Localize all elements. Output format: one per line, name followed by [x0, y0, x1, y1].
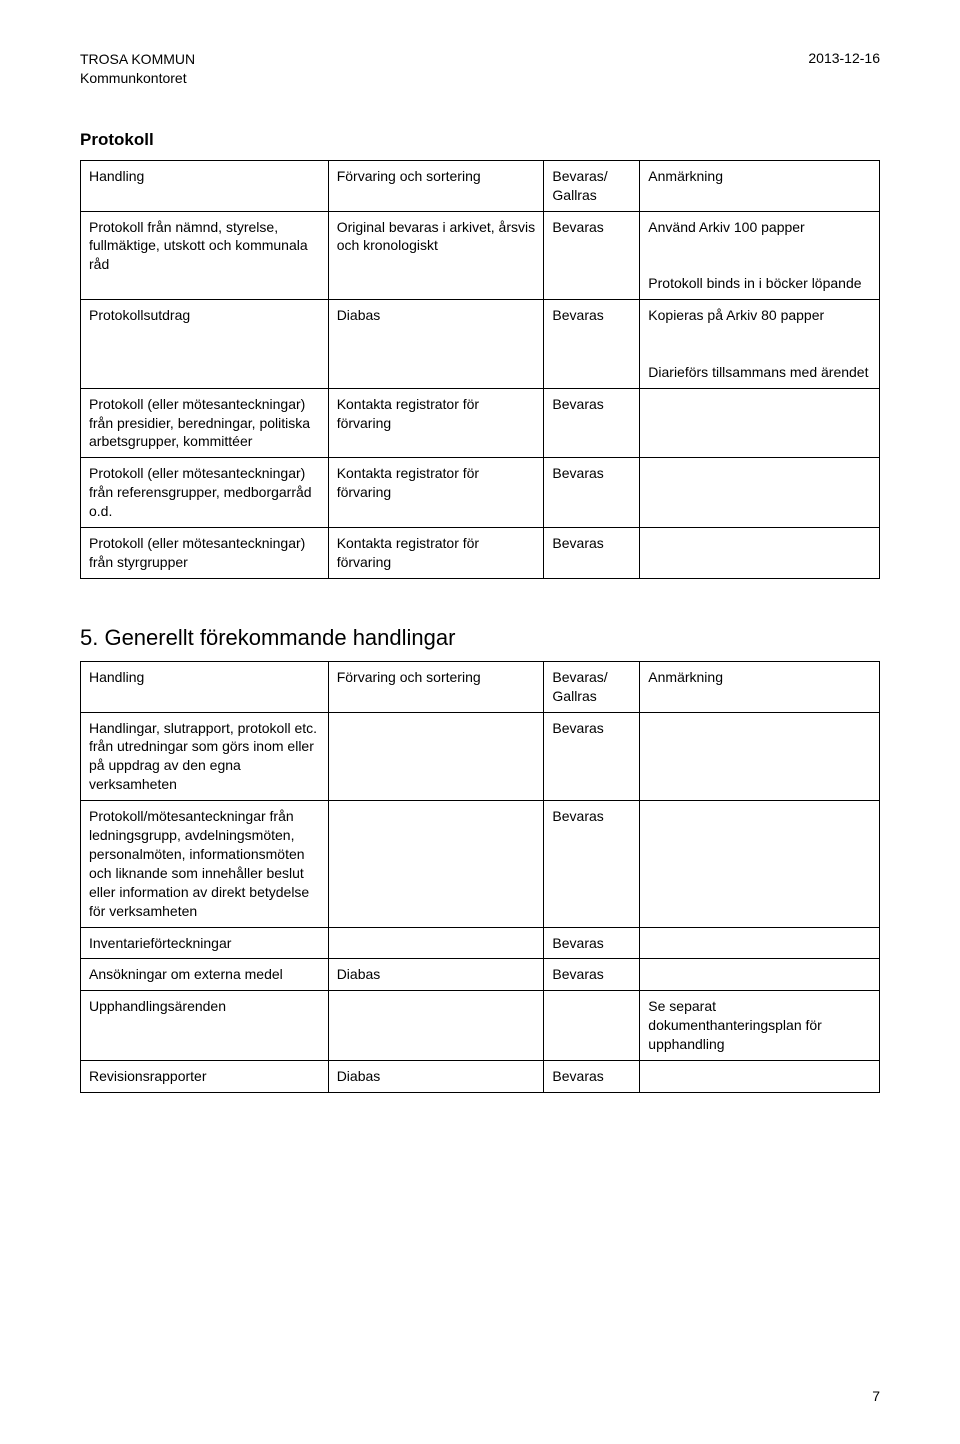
- cell: Kontakta registrator för förvaring: [328, 388, 544, 458]
- table-row: Protokoll (eller mötesanteckningar) från…: [81, 388, 880, 458]
- cell: Bevaras: [544, 211, 640, 300]
- cell: Protokoll/mötesanteckningar från ledning…: [81, 801, 329, 927]
- cell: [640, 712, 880, 801]
- org-dept: Kommunkontoret: [80, 69, 195, 88]
- cell: Bevaras: [544, 528, 640, 579]
- col-header: Anmärkning: [640, 160, 880, 211]
- table-row: Protokoll (eller mötesanteckningar) från…: [81, 458, 880, 528]
- cell: [640, 1060, 880, 1092]
- cell: [328, 712, 544, 801]
- section1-title: Protokoll: [80, 130, 880, 150]
- table-row: Handlingar, slutrapport, protokoll etc. …: [81, 712, 880, 801]
- cell: Diabas: [328, 959, 544, 991]
- cell: [328, 991, 544, 1061]
- cell: Protokoll (eller mötesanteckningar) från…: [81, 388, 329, 458]
- page-header: TROSA KOMMUN Kommunkontoret 2013-12-16: [80, 50, 880, 88]
- cell: Använd Arkiv 100 papperProtokoll binds i…: [640, 211, 880, 300]
- col-header: Bevaras/Gallras: [544, 160, 640, 211]
- cell: [640, 959, 880, 991]
- cell: Bevaras: [544, 927, 640, 959]
- cell: Protokoll från nämnd, styrelse, fullmäkt…: [81, 211, 329, 300]
- cell: Protokoll (eller mötesanteckningar) från…: [81, 458, 329, 528]
- col-header: Handling: [81, 160, 329, 211]
- cell: [544, 991, 640, 1061]
- table-generellt: Handling Förvaring och sortering Bevaras…: [80, 661, 880, 1093]
- cell: [640, 388, 880, 458]
- table-protokoll: Handling Förvaring och sortering Bevaras…: [80, 160, 880, 579]
- cell: Bevaras: [544, 712, 640, 801]
- cell: Kontakta registrator för förvaring: [328, 458, 544, 528]
- table-row: Protokoll (eller mötesanteckningar) från…: [81, 528, 880, 579]
- cell: Kopieras på Arkiv 80 papperDiarieförs ti…: [640, 300, 880, 389]
- col-header: Förvaring och sortering: [328, 160, 544, 211]
- table-row: Protokoll från nämnd, styrelse, fullmäkt…: [81, 211, 880, 300]
- page: TROSA KOMMUN Kommunkontoret 2013-12-16 P…: [0, 0, 960, 1444]
- cell: Ansökningar om externa medel: [81, 959, 329, 991]
- table-header-row: Handling Förvaring och sortering Bevaras…: [81, 661, 880, 712]
- col-header: Anmärkning: [640, 661, 880, 712]
- cell: Handlingar, slutrapport, protokoll etc. …: [81, 712, 329, 801]
- cell: Bevaras: [544, 959, 640, 991]
- cell: Diabas: [328, 300, 544, 389]
- col-header: Förvaring och sortering: [328, 661, 544, 712]
- cell: Bevaras: [544, 1060, 640, 1092]
- cell: Original bevaras i arkivet, årsvis och k…: [328, 211, 544, 300]
- table-row: Upphandlingsärenden Se separat dokumenth…: [81, 991, 880, 1061]
- cell: Bevaras: [544, 801, 640, 927]
- section2-heading: 5. Generellt förekommande handlingar: [80, 625, 880, 651]
- cell: Se separat dokumenthanteringsplan för up…: [640, 991, 880, 1061]
- cell: Kontakta registrator för förvaring: [328, 528, 544, 579]
- cell: Bevaras: [544, 458, 640, 528]
- cell: Revisionsrapporter: [81, 1060, 329, 1092]
- table-row: Protokollsutdrag Diabas Bevaras Kopieras…: [81, 300, 880, 389]
- header-date: 2013-12-16: [808, 50, 880, 88]
- cell: Protokoll (eller mötesanteckningar) från…: [81, 528, 329, 579]
- cell: [640, 801, 880, 927]
- cell: [328, 801, 544, 927]
- cell: Protokollsutdrag: [81, 300, 329, 389]
- org-name: TROSA KOMMUN: [80, 50, 195, 69]
- table-row: Protokoll/mötesanteckningar från ledning…: [81, 801, 880, 927]
- table-header-row: Handling Förvaring och sortering Bevaras…: [81, 160, 880, 211]
- cell: [328, 927, 544, 959]
- table-row: Ansökningar om externa medel Diabas Beva…: [81, 959, 880, 991]
- cell: Bevaras: [544, 388, 640, 458]
- col-header: Bevaras/Gallras: [544, 661, 640, 712]
- table-row: Revisionsrapporter Diabas Bevaras: [81, 1060, 880, 1092]
- header-org: TROSA KOMMUN Kommunkontoret: [80, 50, 195, 88]
- page-number: 7: [872, 1388, 880, 1404]
- table-row: Inventarieförteckningar Bevaras: [81, 927, 880, 959]
- col-header: Handling: [81, 661, 329, 712]
- cell: Bevaras: [544, 300, 640, 389]
- cell: Inventarieförteckningar: [81, 927, 329, 959]
- cell: [640, 458, 880, 528]
- cell: [640, 528, 880, 579]
- cell: Upphandlingsärenden: [81, 991, 329, 1061]
- cell: [640, 927, 880, 959]
- cell: Diabas: [328, 1060, 544, 1092]
